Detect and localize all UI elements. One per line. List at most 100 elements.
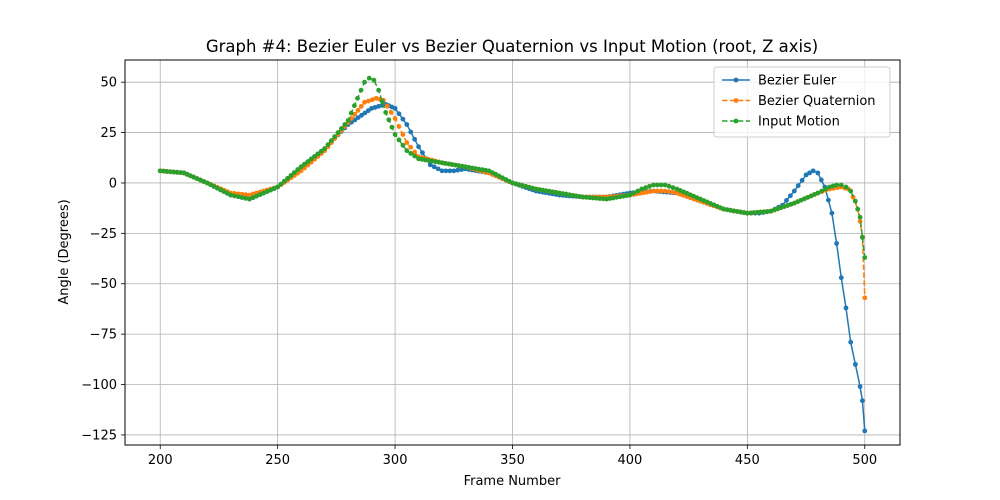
data-point: [662, 182, 668, 188]
data-point: [365, 108, 371, 114]
y-tick-label: −100: [81, 378, 117, 393]
data-point: [362, 99, 367, 105]
data-point: [848, 188, 854, 194]
data-point: [447, 168, 453, 174]
data-point: [278, 181, 284, 187]
x-tick-label: 350: [500, 453, 525, 468]
data-point: [315, 151, 321, 157]
legend-item: Bezier Euler: [722, 74, 837, 89]
data-point: [243, 195, 249, 201]
data-point: [843, 184, 849, 190]
data-point: [376, 87, 382, 93]
data-point: [384, 103, 390, 109]
data-point: [843, 305, 849, 311]
data-point: [807, 170, 812, 176]
data-point: [328, 138, 334, 144]
data-point: [400, 132, 406, 137]
data-point: [292, 170, 297, 175]
series-group: [157, 75, 868, 434]
data-point: [232, 193, 237, 199]
data-point: [662, 188, 668, 194]
data-point: [857, 384, 863, 389]
legend-box: [713, 66, 891, 138]
legend: Bezier Euler Bezier Quaternion Input Motio…: [713, 66, 891, 138]
data-point: [815, 170, 821, 176]
data-point: [396, 111, 402, 117]
data-point: [651, 188, 656, 194]
data-point: [392, 116, 398, 121]
data-point: [810, 168, 816, 174]
x-tick-label: 500: [852, 453, 877, 468]
data-point: [305, 159, 311, 165]
data-point: [439, 168, 445, 174]
data-point: [332, 134, 338, 140]
data-point: [325, 142, 331, 148]
axis-ticks: 200 250 300 350 400 450 50050250−25−50−75−100−…: [81, 76, 877, 468]
y-tick-label: −50: [90, 277, 117, 292]
data-point: [400, 116, 406, 122]
data-point: [243, 192, 249, 198]
data-point: [451, 168, 457, 174]
data-point: [654, 182, 660, 188]
data-point: [383, 110, 389, 115]
data-point: [791, 188, 797, 194]
data-point: [799, 177, 805, 183]
data-point: [322, 146, 328, 152]
data-point: [795, 183, 801, 189]
data-point: [389, 124, 395, 130]
data-point: [358, 103, 364, 109]
legend-label: Bezier Quaternion: [758, 94, 876, 109]
data-point: [396, 137, 402, 143]
data-point: [819, 188, 825, 194]
data-point: [635, 188, 641, 194]
data-point: [239, 195, 245, 200]
data-point: [408, 129, 414, 135]
data-point: [408, 144, 414, 150]
data-point: [412, 149, 418, 155]
data-point: [285, 175, 291, 181]
data-point: [852, 361, 858, 367]
y-tick-label: 50: [100, 76, 117, 91]
data-point: [823, 186, 829, 192]
data-point: [834, 241, 839, 246]
data-point: [670, 185, 676, 191]
data-point: [825, 197, 831, 203]
data-point: [654, 188, 660, 194]
data-point: [818, 177, 824, 183]
data-point: [355, 95, 360, 101]
legend-label: Bezier Euler: [758, 74, 837, 89]
data-point: [829, 210, 835, 216]
data-point: [647, 183, 652, 189]
legend-swatch-marker: [733, 77, 739, 83]
data-point: [860, 398, 865, 404]
data-point: [404, 122, 410, 127]
x-tick-label: 450: [735, 453, 760, 468]
data-point: [404, 140, 410, 146]
data-point: [850, 194, 856, 200]
data-point: [369, 97, 375, 103]
data-point: [348, 110, 354, 116]
data-point: [371, 77, 377, 83]
data-point: [412, 153, 418, 159]
data-point: [392, 105, 398, 111]
y-tick-label: 25: [100, 126, 117, 141]
data-point: [355, 115, 361, 120]
data-point: [379, 98, 385, 104]
y-tick-label: −75: [90, 328, 117, 343]
data-point: [784, 198, 789, 203]
data-point: [455, 167, 461, 173]
data-point: [658, 188, 664, 194]
x-axis-title: Frame Number: [464, 474, 562, 489]
data-point: [235, 194, 241, 200]
data-point: [408, 150, 414, 156]
data-point: [857, 214, 863, 220]
data-point: [359, 112, 364, 118]
x-tick-label: 300: [383, 453, 408, 468]
data-point: [412, 136, 418, 142]
data-point: [862, 295, 868, 301]
legend-swatch-marker: [733, 118, 739, 124]
data-point: [803, 172, 809, 178]
data-point: [312, 154, 317, 159]
data-point: [308, 156, 314, 162]
